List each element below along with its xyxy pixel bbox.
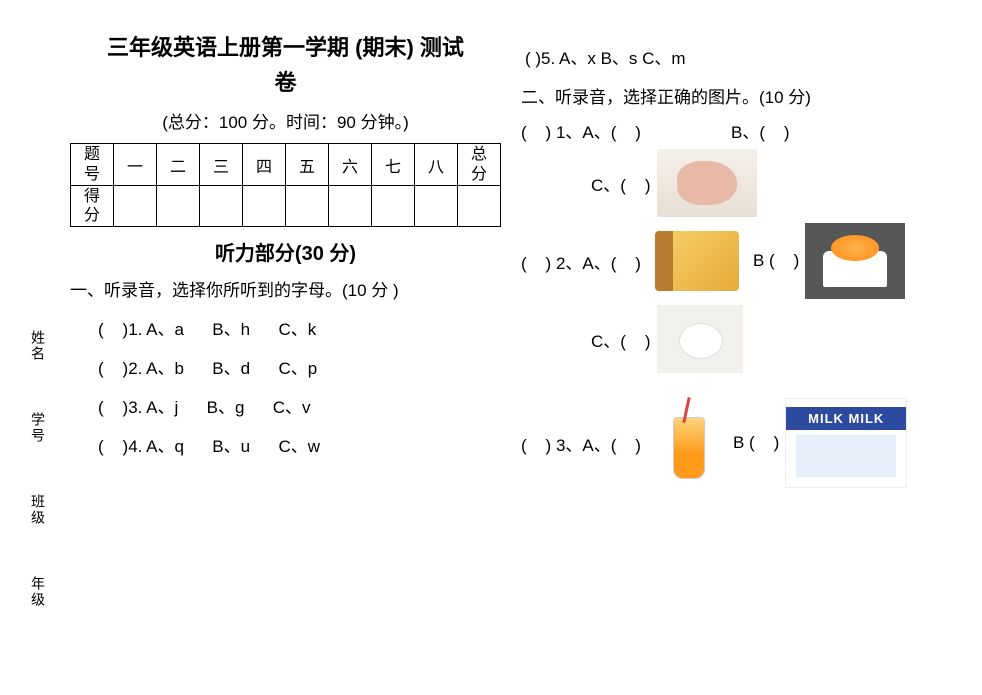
col-8: 八 bbox=[415, 144, 458, 185]
label-grade: 年级 bbox=[28, 576, 48, 608]
col-6: 六 bbox=[329, 144, 372, 185]
rice-image bbox=[657, 305, 743, 373]
th-de: 得 bbox=[84, 188, 100, 205]
pic-q1-row1: ( ) 1、A、( ) B、( ) bbox=[521, 118, 952, 143]
score-2 bbox=[157, 185, 200, 226]
pic-q3-a: ( ) 3、A、( ) bbox=[521, 431, 641, 456]
label-id: 学号 bbox=[28, 412, 48, 444]
pic-q3-row1: ( ) 3、A、( ) B ( ) bbox=[521, 393, 952, 493]
score-1 bbox=[114, 185, 157, 226]
col-4: 四 bbox=[243, 144, 286, 185]
score-3 bbox=[200, 185, 243, 226]
pic-q1-row2: C、( ) bbox=[521, 149, 952, 217]
score-table: 题号 一 二 三 四 五 六 七 八 总分 得分 bbox=[70, 143, 501, 227]
th-hao: 号 bbox=[84, 166, 100, 183]
score-4 bbox=[243, 185, 286, 226]
cake-image bbox=[805, 223, 905, 299]
score-7 bbox=[372, 185, 415, 226]
instruction-1: 一、听录音，选择你所听到的字母。(10 分 ) bbox=[70, 276, 501, 301]
score-5 bbox=[286, 185, 329, 226]
pic-q1-b: B、( ) bbox=[731, 118, 790, 143]
th-zong: 总 bbox=[471, 146, 487, 163]
milk-image bbox=[785, 398, 907, 488]
q1: ( )1. A、a B、h C、k bbox=[98, 315, 501, 340]
col-7: 七 bbox=[372, 144, 415, 185]
pic-q3-b: B ( ) bbox=[733, 433, 779, 453]
left-column: 三年级英语上册第一学期 (期末) 测试 卷 (总分：100 分。时间：90 分钟… bbox=[60, 30, 511, 499]
pic-q2-c: C、( ) bbox=[591, 327, 651, 352]
th-ti: 题 bbox=[84, 146, 100, 163]
q3: ( )3. A、j B、g C、v bbox=[98, 393, 501, 418]
label-name: 姓名 bbox=[28, 330, 48, 362]
q2: ( )2. A、b B、d C、p bbox=[98, 354, 501, 379]
col-2: 二 bbox=[157, 144, 200, 185]
pic-q1-c: C、( ) bbox=[591, 171, 651, 196]
bread-image bbox=[647, 223, 747, 299]
pic-q2-row1: ( ) 2、A、( ) B ( ) bbox=[521, 223, 952, 299]
exam-title-1: 三年级英语上册第一学期 (期末) 测试 bbox=[70, 30, 501, 65]
pic-q2-a: ( ) 2、A、( ) bbox=[521, 249, 641, 274]
col-3: 三 bbox=[200, 144, 243, 185]
juice-image bbox=[647, 393, 727, 493]
right-column: ( )5. A、x B、s C、m 二、听录音，选择正确的图片。(10 分) (… bbox=[511, 30, 962, 499]
col-1: 一 bbox=[114, 144, 157, 185]
pic-q2-b: B ( ) bbox=[753, 251, 799, 271]
th-fen2: 分 bbox=[84, 207, 100, 224]
binding-labels: 姓名 学号 班级 年级 bbox=[28, 330, 48, 658]
th-fen: 分 bbox=[471, 166, 487, 183]
score-8 bbox=[415, 185, 458, 226]
q4: ( )4. A、q B、u C、w bbox=[98, 432, 501, 457]
listening-header: 听力部分(30 分) bbox=[70, 237, 501, 266]
col-5: 五 bbox=[286, 144, 329, 185]
score-6 bbox=[329, 185, 372, 226]
pic-q2-row2: C、( ) bbox=[521, 305, 952, 373]
pig-image bbox=[657, 149, 757, 217]
exam-subtitle: (总分：100 分。时间：90 分钟。) bbox=[70, 108, 501, 133]
label-class: 班级 bbox=[28, 494, 48, 526]
q5: ( )5. A、x B、s C、m bbox=[525, 44, 952, 69]
score-total bbox=[458, 185, 501, 226]
page-content: 三年级英语上册第一学期 (期末) 测试 卷 (总分：100 分。时间：90 分钟… bbox=[0, 0, 982, 519]
pic-q1-a: ( ) 1、A、( ) bbox=[521, 118, 731, 143]
exam-title-2: 卷 bbox=[70, 65, 501, 100]
instruction-2: 二、听录音，选择正确的图片。(10 分) bbox=[521, 83, 952, 108]
